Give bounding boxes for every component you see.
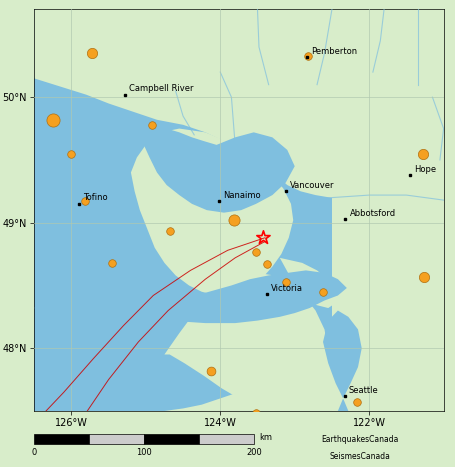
Polygon shape — [164, 273, 328, 411]
Text: 100: 100 — [136, 447, 152, 457]
Text: Seattle: Seattle — [349, 386, 379, 395]
Text: Tacoma: Tacoma — [0, 466, 1, 467]
Point — [342, 430, 349, 437]
Bar — [199, 434, 254, 444]
Text: Pemberton: Pemberton — [312, 47, 358, 56]
Bar — [34, 434, 89, 444]
Text: Victoria: Victoria — [271, 284, 303, 293]
Point — [282, 278, 289, 285]
Text: km: km — [260, 433, 273, 442]
Point — [419, 150, 426, 157]
Polygon shape — [323, 311, 362, 411]
Point — [193, 422, 200, 430]
Point — [323, 458, 330, 465]
Point — [81, 198, 88, 205]
Text: 200: 200 — [246, 447, 262, 457]
Polygon shape — [131, 128, 293, 296]
Polygon shape — [34, 9, 444, 78]
Text: Nanaimo: Nanaimo — [223, 191, 261, 200]
Point — [420, 273, 427, 280]
Text: SeismesCanada: SeismesCanada — [329, 452, 390, 461]
Point — [68, 150, 75, 157]
Bar — [144, 434, 199, 444]
Point — [148, 121, 156, 128]
Bar — [89, 434, 144, 444]
Point — [109, 259, 116, 267]
Text: Tofino: Tofino — [83, 193, 107, 203]
Text: Hope: Hope — [415, 165, 436, 174]
Polygon shape — [142, 128, 295, 212]
Text: Abbotsford: Abbotsford — [349, 209, 396, 218]
Point — [282, 422, 289, 430]
Point — [253, 410, 260, 417]
Point — [89, 50, 96, 57]
Polygon shape — [280, 258, 339, 308]
Point — [319, 288, 327, 296]
Polygon shape — [34, 270, 347, 323]
Polygon shape — [34, 9, 444, 229]
Point — [49, 116, 56, 124]
Text: 0: 0 — [31, 447, 37, 457]
Point — [353, 398, 360, 406]
Point — [304, 52, 312, 59]
Point — [230, 217, 238, 224]
Point — [260, 234, 267, 241]
Point — [297, 445, 304, 453]
Text: EarthquakesCanada: EarthquakesCanada — [321, 435, 398, 444]
Text: Campbell River: Campbell River — [129, 85, 194, 93]
Polygon shape — [338, 304, 444, 411]
Point — [398, 442, 405, 450]
Point — [166, 228, 173, 235]
Text: Vancouver: Vancouver — [290, 181, 334, 190]
Polygon shape — [369, 9, 444, 411]
Point — [308, 455, 315, 462]
Point — [207, 367, 215, 375]
Polygon shape — [34, 329, 444, 411]
Polygon shape — [332, 9, 444, 411]
Point — [253, 248, 260, 255]
Point — [263, 261, 271, 268]
